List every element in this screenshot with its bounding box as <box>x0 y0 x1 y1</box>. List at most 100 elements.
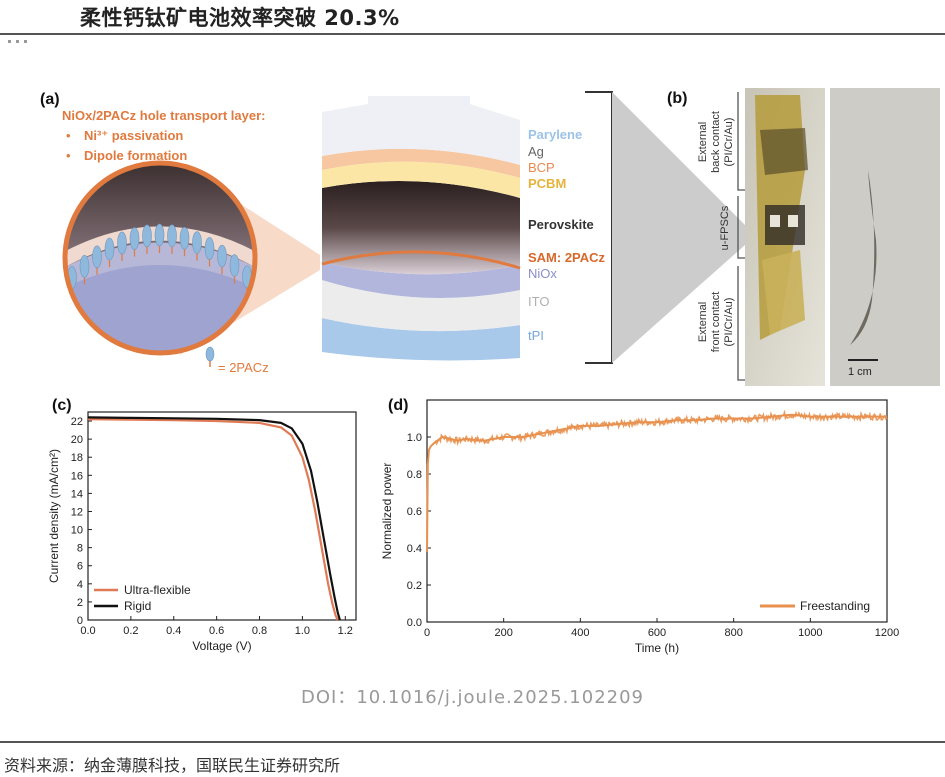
series-noise <box>434 409 888 447</box>
x-tick-label: 1.2 <box>338 625 353 637</box>
front-contact-label-2: front contact <box>710 292 722 353</box>
molecule <box>179 227 190 250</box>
device-layer-stack <box>321 96 521 361</box>
jv-chart: 0.0 0.2 0.4 0.6 0.8 1.0 1.2 0 2 4 6 8 10 12 14 16 18 20 22… <box>47 411 357 653</box>
plot-frame <box>426 399 888 623</box>
layer-label-tpi: tPI <box>528 328 544 343</box>
panel-d-label: (d) <box>388 397 408 414</box>
figure: (a) NiOx/2PACz hole transport layer: • N… <box>40 88 940 655</box>
perovskite-layer <box>322 180 520 275</box>
layer-label-pcbm: PCBM <box>528 176 566 191</box>
layer-label-bcp: BCP <box>528 160 555 175</box>
y-tick-label: 18 <box>71 452 83 464</box>
panel-a-label: (a) <box>40 91 60 108</box>
scale-bar-label: 1 cm <box>848 366 872 378</box>
series-line-0 <box>426 413 887 552</box>
y-tick-label: 6 <box>77 561 83 573</box>
y-tick-label: 12 <box>71 506 83 518</box>
x-tick-label: 0 <box>424 627 430 639</box>
molecule <box>104 237 115 261</box>
device-photo-1 <box>745 88 825 386</box>
y-tick-label: 0.6 <box>407 506 422 518</box>
back-contact-label-2: back contact <box>710 111 722 173</box>
back-contact-label-1: External <box>697 122 709 162</box>
x-tick-label: 800 <box>724 627 742 639</box>
series-line-1 <box>87 416 341 621</box>
layer-label-ito: ITO <box>528 294 549 309</box>
y-tick-label: 10 <box>71 525 83 537</box>
ito-layer <box>322 280 520 332</box>
panel-b-label: (b) <box>667 90 687 107</box>
molecule <box>167 224 177 248</box>
layer-label-niox: NiOx <box>528 266 557 281</box>
panel-c-label: (c) <box>52 397 72 414</box>
sam-layer <box>321 250 521 270</box>
y-tick-label: 0.2 <box>407 580 422 592</box>
molecule <box>129 227 140 250</box>
y-tick-label: 0.4 <box>407 543 422 555</box>
x-tick-label: 0.8 <box>252 625 267 637</box>
legend-label-1: Rigid <box>124 599 151 613</box>
y-axis-label: Normalized power <box>380 463 394 560</box>
page-title: 柔性钙钛矿电池效率突破 20.3% <box>80 6 400 30</box>
layer-label-sam: SAM: 2PACz <box>528 250 606 265</box>
x-tick-label: 0.0 <box>80 625 95 637</box>
molecule <box>117 231 127 255</box>
x-tick-label: 0.2 <box>123 625 138 637</box>
source-note: 资料来源：纳金薄膜科技，国联民生证券研究所 <box>4 756 341 775</box>
x-tick-label: 400 <box>571 627 589 639</box>
y-tick-label: 2 <box>77 597 83 609</box>
molecule <box>217 244 227 268</box>
device-photo-2: 1 cm <box>830 88 940 386</box>
title-decoration <box>8 28 38 43</box>
y-axis-label: Current density (mA/cm²) <box>47 449 61 583</box>
2pacz-legend: = 2PACz <box>205 346 269 375</box>
bcp-layer <box>322 148 520 178</box>
niox-layer <box>322 262 520 298</box>
htl-point-1: Ni³⁺ passivation <box>84 128 183 143</box>
panel-b-brackets: External back contact (PI/Cr/Au) u-FPSCs… <box>697 92 745 381</box>
molecule <box>204 237 215 260</box>
x-tick-label: 1200 <box>875 627 899 639</box>
y-tick-label: 20 <box>71 434 83 446</box>
y-tick-label: 0 <box>77 615 83 627</box>
y-tick-label: 16 <box>71 470 83 482</box>
footer-divider <box>0 741 945 743</box>
htl-point-bullet-2: • <box>66 148 71 163</box>
molecule <box>154 223 165 247</box>
htl-point-2: Dipole formation <box>84 148 187 163</box>
x-tick-label: 0.6 <box>209 625 224 637</box>
molecule <box>229 254 240 277</box>
2pacz-legend-label: = 2PACz <box>218 360 269 375</box>
magnified-interface <box>62 160 258 356</box>
zoom-wedge-b <box>612 92 745 363</box>
layer-label-perovskite: Perovskite <box>528 217 594 232</box>
htl-title: NiOx/2PACz hole transport layer: <box>62 108 265 123</box>
y-tick-label: 14 <box>71 488 83 500</box>
molecule <box>192 231 202 254</box>
molecule <box>92 245 102 269</box>
parylene-layer <box>322 96 520 165</box>
y-tick-label: 22 <box>71 416 83 428</box>
title-divider <box>0 33 945 35</box>
y-tick-label: 8 <box>77 543 83 555</box>
x-tick-label: 1000 <box>798 627 822 639</box>
y-tick-label: 1.0 <box>407 432 422 444</box>
x-tick-label: 1.0 <box>295 625 310 637</box>
x-tick-label: 0.4 <box>166 625 181 637</box>
front-contact-label-3: (PI/Cr/Au) <box>723 298 735 347</box>
front-contact-label-1: External <box>697 302 709 342</box>
y-tick-label: 0.8 <box>407 469 422 481</box>
htl-point-bullet-1: • <box>66 128 71 143</box>
y-tick-label: 4 <box>77 579 83 591</box>
back-contact-label-3: (PI/Cr/Au) <box>723 118 735 167</box>
x-tick-label: 600 <box>648 627 666 639</box>
layer-label-ag: Ag <box>528 144 544 159</box>
x-tick-label: 200 <box>494 627 512 639</box>
tpi-layer <box>322 318 520 361</box>
plot-frame <box>87 411 357 621</box>
legend-label-0: Ultra-flexible <box>124 583 191 597</box>
stability-chart: 0 200 400 600 800 1000 1200 0.0 0.2 0.4 0.6 0.8 1.0 T… <box>380 399 899 655</box>
series-line-0 <box>87 418 339 621</box>
layer-label-parylene: Parylene <box>528 127 582 142</box>
